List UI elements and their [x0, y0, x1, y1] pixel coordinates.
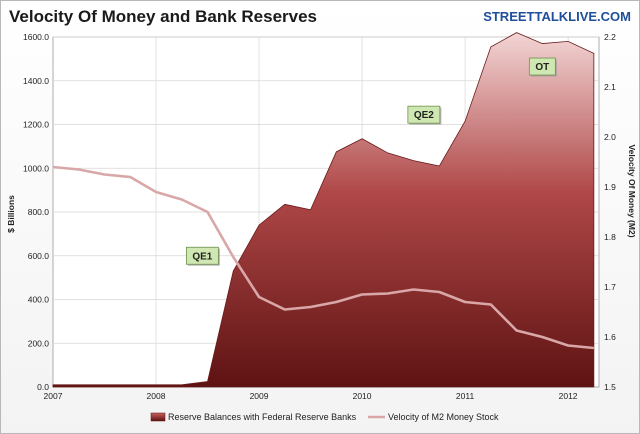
y-left-tick-label: 1000.0: [23, 163, 49, 173]
annotation-label: OT: [535, 62, 549, 73]
chart-title: Velocity Of Money and Bank Reserves: [9, 7, 318, 26]
legend-swatch-reserves: [150, 412, 166, 422]
x-tick-label: 2009: [250, 391, 269, 401]
annotation-box: [407, 105, 441, 124]
series-line-velocity-m2: [52, 165, 594, 350]
y-right-tick-label: 2.1: [604, 82, 616, 92]
y-right-tick-label: 2.0: [604, 132, 616, 142]
y-left-tick-label: 1400.0: [23, 76, 49, 86]
annotation-box: [528, 57, 556, 76]
annotation-label: QE1: [192, 251, 212, 262]
y-left-tick-label: 0.0: [37, 382, 49, 392]
y-left-tick-label: 200.0: [28, 338, 50, 348]
y-left-tick-label: 1200.0: [23, 120, 49, 130]
x-tick-label: 2007: [44, 391, 63, 401]
x-tick-label: 2011: [456, 391, 475, 401]
legend-label-velocity: Velocity of M2 Money Stock: [388, 412, 499, 422]
y-right-tick-label: 2.2: [604, 32, 616, 42]
y-left-tick-label: 800.0: [28, 207, 50, 217]
x-tick-label: 2012: [559, 391, 578, 401]
y-right-tick-label: 1.5: [604, 382, 616, 392]
y-right-tick-label: 1.8: [604, 232, 616, 242]
x-tick-label: 2010: [353, 391, 372, 401]
annotation-box: [185, 246, 219, 265]
y-left-tick-label: 600.0: [28, 251, 50, 261]
x-tick-label: 2008: [147, 391, 166, 401]
y-right-tick-label: 1.7: [604, 282, 616, 292]
legend: Reserve Balances with Federal Reserve Ba…: [150, 412, 499, 422]
y-axis-right-label: Velocity Of Money (M2): [627, 144, 637, 237]
y-left-tick-label: 400.0: [28, 295, 50, 305]
y-right-tick-label: 1.9: [604, 182, 616, 192]
y-axis-left-label: $ Billions: [6, 195, 16, 233]
y-left-tick-label: 1600.0: [23, 32, 49, 42]
brand-label: STREETTALKLIVE.COM: [483, 9, 631, 24]
annotation-label: QE2: [414, 110, 434, 121]
y-right-tick-label: 1.6: [604, 332, 616, 342]
legend-label-reserves: Reserve Balances with Federal Reserve Ba…: [168, 412, 357, 422]
